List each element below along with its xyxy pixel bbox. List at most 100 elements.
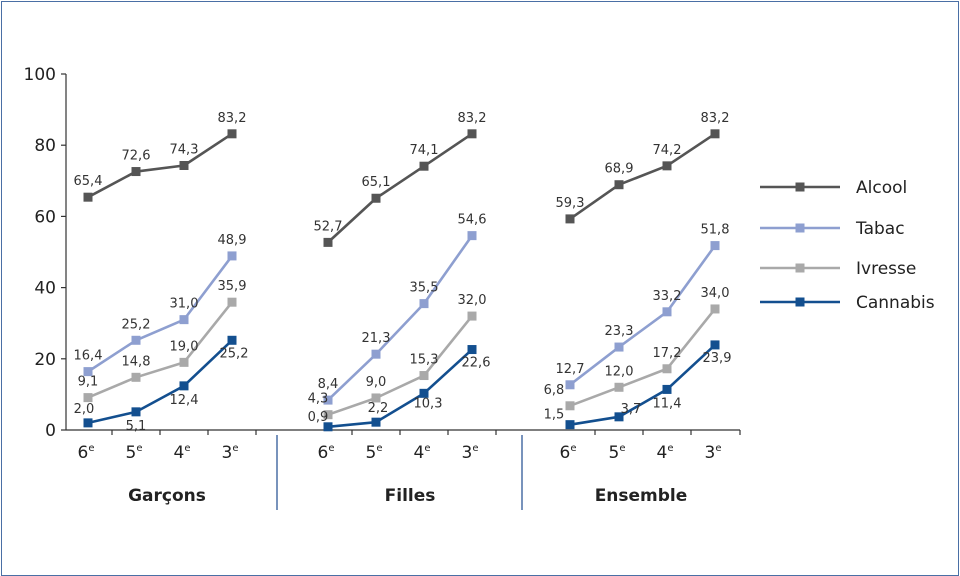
data-label: 68,9 bbox=[605, 162, 634, 177]
data-point-alcool bbox=[371, 193, 381, 203]
data-label: 33,2 bbox=[653, 289, 682, 304]
legend-marker bbox=[795, 223, 805, 233]
data-label: 23,3 bbox=[605, 324, 634, 339]
data-label: 17,2 bbox=[653, 346, 682, 361]
x-tick-label: 3e bbox=[222, 443, 239, 463]
data-label: 54,6 bbox=[458, 213, 487, 228]
series-line-tabac bbox=[87, 255, 234, 373]
data-point-ivresse bbox=[467, 311, 477, 321]
x-tick-label: 6e bbox=[318, 443, 335, 463]
data-label: 52,7 bbox=[314, 219, 343, 234]
x-tick-label: 3e bbox=[705, 443, 722, 463]
data-label: 5,1 bbox=[126, 419, 147, 434]
data-point-alcool bbox=[83, 192, 93, 202]
data-label: 16,4 bbox=[74, 349, 103, 364]
data-point-ivresse bbox=[131, 372, 141, 382]
data-label: 65,1 bbox=[362, 175, 391, 190]
data-point-ivresse bbox=[614, 382, 624, 392]
data-label: 6,8 bbox=[544, 383, 565, 398]
data-point-alcool bbox=[467, 129, 477, 139]
series-line-ivresse bbox=[87, 301, 234, 399]
data-point-cannabis bbox=[371, 417, 381, 427]
data-label: 59,3 bbox=[556, 196, 585, 211]
data-point-alcool bbox=[710, 129, 720, 139]
data-point-tabac bbox=[323, 395, 333, 405]
panel-title: Garçons bbox=[128, 486, 206, 506]
data-label: 65,4 bbox=[74, 174, 103, 189]
data-label: 3,7 bbox=[621, 402, 642, 417]
data-label: 11,4 bbox=[653, 396, 682, 411]
data-point-cannabis bbox=[467, 345, 477, 355]
data-label: 2,2 bbox=[368, 401, 389, 416]
legend-label: Alcool bbox=[856, 178, 907, 198]
data-point-alcool bbox=[131, 167, 141, 177]
data-point-tabac bbox=[662, 307, 672, 317]
data-point-ivresse bbox=[371, 393, 381, 403]
data-point-cannabis bbox=[614, 412, 624, 422]
data-label: 25,2 bbox=[122, 317, 151, 332]
x-tick-label: 5e bbox=[126, 443, 143, 463]
x-tick-label: 5e bbox=[609, 443, 626, 463]
data-point-alcool bbox=[419, 161, 429, 171]
series-line-cannabis bbox=[569, 343, 716, 426]
data-label: 83,2 bbox=[458, 111, 487, 126]
series-line-alcool bbox=[87, 132, 233, 199]
data-point-tabac bbox=[565, 380, 575, 390]
data-point-ivresse bbox=[323, 410, 333, 420]
series-line-alcool bbox=[327, 132, 473, 244]
data-label: 10,3 bbox=[414, 396, 443, 411]
data-label: 8,4 bbox=[318, 377, 339, 392]
data-point-cannabis bbox=[227, 335, 237, 345]
data-label: 9,0 bbox=[366, 375, 387, 390]
data-label: 22,6 bbox=[462, 356, 491, 371]
data-label: 23,9 bbox=[703, 351, 732, 366]
y-tick-label: 100 bbox=[24, 65, 56, 85]
data-point-cannabis bbox=[83, 418, 93, 428]
series-line-alcool bbox=[569, 132, 716, 220]
data-label: 74,1 bbox=[410, 143, 439, 158]
data-point-alcool bbox=[662, 161, 672, 171]
y-tick-label: 60 bbox=[34, 207, 56, 227]
series-line-ivresse bbox=[569, 308, 717, 408]
data-label: 12,4 bbox=[170, 393, 199, 408]
data-point-tabac bbox=[419, 299, 429, 309]
data-label: 51,8 bbox=[701, 223, 730, 238]
data-point-ivresse bbox=[710, 304, 720, 314]
data-point-cannabis bbox=[179, 381, 189, 391]
data-point-ivresse bbox=[227, 297, 237, 307]
data-point-tabac bbox=[227, 251, 237, 261]
data-label: 72,6 bbox=[122, 149, 151, 164]
data-label: 83,2 bbox=[218, 111, 247, 126]
data-point-ivresse bbox=[419, 371, 429, 381]
panel-title: Ensemble bbox=[595, 486, 688, 506]
series-line-cannabis bbox=[327, 348, 473, 429]
data-label: 12,0 bbox=[605, 364, 634, 379]
y-tick-label: 0 bbox=[45, 421, 56, 441]
x-tick-label: 5e bbox=[366, 443, 383, 463]
data-point-alcool bbox=[614, 180, 624, 190]
data-label: 19,0 bbox=[170, 339, 199, 354]
data-label: 83,2 bbox=[701, 111, 730, 126]
data-point-cannabis bbox=[131, 407, 141, 417]
data-label: 25,2 bbox=[220, 346, 249, 361]
data-point-tabac bbox=[83, 367, 93, 377]
x-tick-label: 4e bbox=[414, 443, 431, 463]
data-label: 74,2 bbox=[653, 143, 682, 158]
data-point-ivresse bbox=[179, 357, 189, 367]
x-tick-label: 3e bbox=[462, 443, 479, 463]
y-tick-label: 40 bbox=[34, 279, 56, 299]
y-tick-label: 20 bbox=[34, 350, 56, 370]
data-label: 74,3 bbox=[170, 142, 199, 157]
data-label: 14,8 bbox=[122, 354, 151, 369]
x-tick-label: 4e bbox=[174, 443, 191, 463]
data-label: 48,9 bbox=[218, 233, 247, 248]
data-point-cannabis bbox=[323, 422, 333, 432]
legend-label: Ivresse bbox=[856, 259, 916, 279]
data-point-cannabis bbox=[565, 420, 575, 430]
data-label: 15,3 bbox=[410, 353, 439, 368]
data-point-cannabis bbox=[419, 388, 429, 398]
data-point-tabac bbox=[467, 231, 477, 241]
legend-label: Cannabis bbox=[856, 293, 935, 313]
data-label: 35,9 bbox=[218, 279, 247, 294]
